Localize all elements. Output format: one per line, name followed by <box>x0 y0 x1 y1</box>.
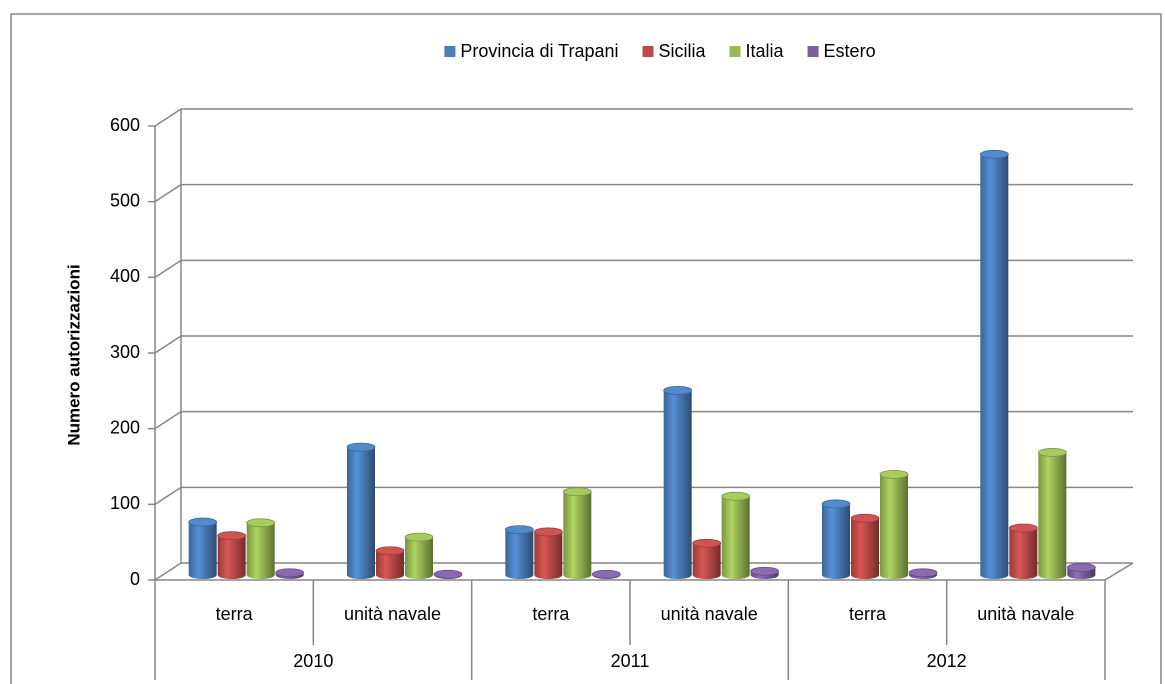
x-tick-label: unità navale <box>977 604 1074 624</box>
legend-label: Estero <box>824 41 876 61</box>
y-tick-label: 500 <box>110 190 140 210</box>
bar <box>504 525 534 579</box>
group-label: 2010 <box>293 651 333 671</box>
bar <box>1037 448 1067 579</box>
bar <box>750 566 780 579</box>
bar <box>433 569 463 579</box>
y-tick-label: 600 <box>110 115 140 135</box>
y-axis-label: Numero autorizzazioni <box>64 264 83 445</box>
y-tick-label: 100 <box>110 493 140 513</box>
bar <box>1066 563 1096 579</box>
bar <box>879 469 909 579</box>
x-tick-label: unità navale <box>661 604 758 624</box>
legend-swatch <box>444 46 456 57</box>
bar <box>663 385 693 579</box>
bar <box>1008 523 1038 579</box>
bar <box>821 499 851 579</box>
y-tick-label: 300 <box>110 342 140 362</box>
legend-swatch <box>807 46 819 57</box>
bar <box>591 569 621 579</box>
bar <box>908 568 938 579</box>
group-label: 2011 <box>611 651 650 671</box>
bar <box>850 513 880 579</box>
bar <box>375 546 405 579</box>
bar <box>217 531 247 579</box>
bar <box>275 568 305 579</box>
x-tick-label: unità navale <box>344 604 441 624</box>
x-tick-label: terra <box>532 604 570 624</box>
bar <box>979 149 1009 579</box>
y-tick-label: 400 <box>110 266 140 286</box>
legend-swatch <box>729 46 741 57</box>
bar <box>562 487 592 579</box>
legend-label: Italia <box>746 41 785 61</box>
bar <box>404 532 434 579</box>
bar <box>188 517 218 579</box>
bar <box>692 538 722 579</box>
bar <box>346 442 376 579</box>
bar <box>533 527 563 579</box>
legend-swatch <box>642 46 654 57</box>
bar <box>246 518 276 579</box>
legend: Provincia di Trapani Sicilia Italia Estero <box>444 41 876 61</box>
group-label: 2012 <box>927 651 967 671</box>
x-tick-label: terra <box>216 604 254 624</box>
x-tick-label: terra <box>849 604 887 624</box>
legend-label: Sicilia <box>659 41 707 61</box>
bar <box>721 491 751 579</box>
y-tick-label: 200 <box>110 417 140 437</box>
legend-label: Provincia di Trapani <box>460 41 618 61</box>
y-tick-label: 0 <box>130 569 140 589</box>
